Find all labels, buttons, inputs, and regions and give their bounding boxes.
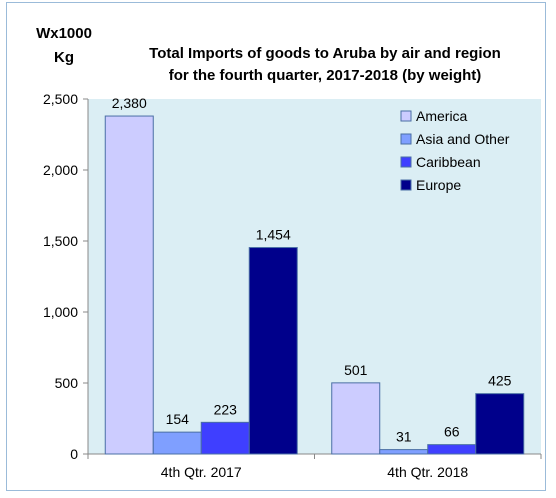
legend-label: America: [416, 108, 468, 124]
data-labels: 2,380 154 223 1,454 501 31 66 425: [112, 95, 512, 445]
bar-value-label: 66: [444, 424, 460, 440]
chart-title-line-1: Total Imports of goods to Aruba by air a…: [149, 45, 501, 62]
x-axis: 4th Qtr. 2017 4th Qtr. 2018: [87, 453, 542, 480]
plot-area: [88, 99, 541, 454]
bar-value-label: 2,380: [112, 95, 147, 111]
bar-value-label: 154: [166, 411, 190, 427]
bars: [104, 115, 525, 455]
y-tick-label: 500: [55, 375, 79, 391]
legend-swatch: [400, 156, 412, 168]
y-tick-label: 2,500: [43, 91, 78, 107]
y-tick-label: 1,500: [43, 233, 78, 249]
y-tick-label: 1,000: [43, 304, 78, 320]
x-tick-label: 4th Qtr. 2018: [387, 464, 468, 480]
y-axis-unit-line-2: Kg: [54, 49, 74, 66]
bar-value-label: 31: [396, 429, 412, 445]
bar-value-label: 223: [214, 401, 238, 417]
legend-label: Caribbean: [416, 154, 481, 170]
bar-value-label: 501: [344, 362, 368, 378]
bar-value-label: 1,454: [256, 227, 291, 243]
bar: [248, 247, 298, 455]
bar: [475, 393, 525, 455]
legend-swatch: [400, 133, 412, 145]
bar-value-label: 425: [488, 373, 512, 389]
bar: [379, 449, 429, 455]
bar: [331, 382, 381, 455]
chart-title-line-2: for the fourth quarter, 2017-2018 (by we…: [169, 67, 482, 84]
y-axis-unit-line-1: Wx1000: [36, 25, 92, 42]
y-tick-label: 0: [70, 446, 78, 462]
legend-label: Asia and Other: [416, 131, 510, 147]
x-tick-label: 4th Qtr. 2017: [161, 464, 242, 480]
bar: [427, 444, 477, 455]
legend-swatch: [400, 110, 412, 122]
y-axis: 0 500 1,000 1,500 2,000 2,500: [43, 91, 89, 462]
legend-swatch: [400, 179, 412, 191]
y-tick-label: 2,000: [43, 162, 78, 178]
bar: [152, 431, 202, 455]
bar: [200, 421, 250, 455]
legend: America Asia and Other Caribbean Europe: [400, 108, 510, 193]
bar: [104, 115, 154, 455]
legend-label: Europe: [416, 177, 461, 193]
